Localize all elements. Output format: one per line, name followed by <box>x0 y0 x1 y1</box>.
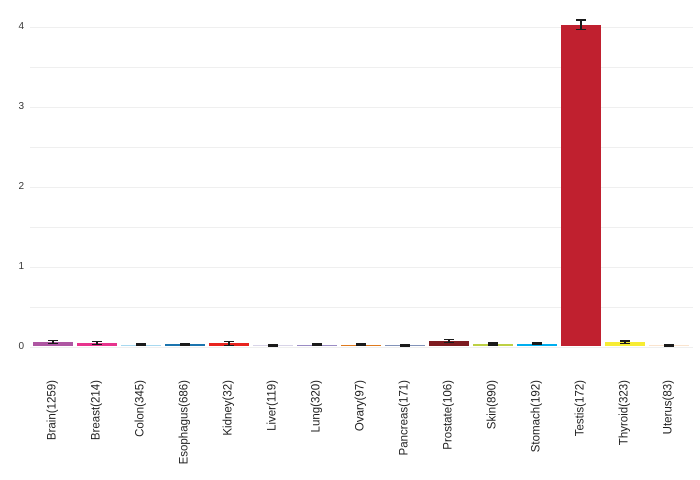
error-bar-cap-top <box>48 339 58 342</box>
gridline <box>30 346 693 348</box>
error-bar-cap-top <box>356 342 366 345</box>
error-bar-whisker <box>624 340 626 344</box>
error-bar-whisker <box>52 340 54 344</box>
error-bar-cap-bottom <box>664 345 674 347</box>
x-tick-label-testis: Testis(172) <box>574 380 587 437</box>
gridline <box>30 66 693 68</box>
x-tick-label-stomach: Stomach(192) <box>530 380 543 453</box>
error-bar-cap-top <box>620 340 630 342</box>
error-bar-cap-bottom <box>356 344 366 347</box>
gridline <box>30 186 693 188</box>
error-bar-cap-top <box>444 338 454 341</box>
x-tick-label-liver: Liver(119) <box>266 380 279 431</box>
error-bar-whisker <box>360 343 362 346</box>
y-tick-label: 0 <box>18 340 24 352</box>
x-tick-label-colon: Colon(345) <box>134 380 147 437</box>
error-bar-cap-top <box>488 342 498 344</box>
y-tick-label: 4 <box>18 20 24 32</box>
bar-testis <box>561 24 601 347</box>
gridline <box>30 26 693 28</box>
error-bar-whisker <box>228 341 230 346</box>
error-bar-cap-top <box>532 341 542 344</box>
error-bar-cap-bottom <box>488 344 498 346</box>
error-bar-cap-bottom <box>48 342 58 345</box>
error-bar-cap-top <box>312 343 322 345</box>
gridline <box>30 226 693 228</box>
error-bar-whisker <box>492 343 494 346</box>
bar-prostate <box>429 340 469 347</box>
error-bar-cap-bottom <box>400 345 410 347</box>
error-bar-cap-bottom <box>224 344 234 347</box>
error-bar-cap-top <box>224 340 234 343</box>
error-bar-cap-bottom <box>136 344 146 347</box>
x-tick-label-uterus: Uterus(83) <box>662 380 675 435</box>
error-bar-whisker <box>96 341 98 345</box>
error-bar-cap-bottom <box>268 345 278 347</box>
error-bar-cap-top <box>400 343 410 346</box>
error-bar-cap-bottom <box>576 28 586 31</box>
x-tick-label-kidney: Kidney(32) <box>222 380 235 436</box>
x-tick-label-brain: Brain(1259) <box>46 380 59 441</box>
bar-thyroid <box>605 342 645 347</box>
x-tick-label-pancreas: Pancreas(171) <box>398 380 411 456</box>
error-bar-cap-top <box>664 343 674 346</box>
error-bar-cap-top <box>268 343 278 346</box>
error-bar-cap-bottom <box>620 342 630 345</box>
error-bar-whisker <box>668 344 670 346</box>
x-tick-label-ovary: Ovary(97) <box>354 380 367 432</box>
x-tick-label-thyroid: Thyroid(323) <box>618 380 631 446</box>
x-tick-label-lung: Lung(320) <box>310 380 323 433</box>
gridline <box>30 106 693 108</box>
y-tick-label: 1 <box>18 260 24 272</box>
gridline <box>30 266 693 268</box>
x-tick-label-skin: Skin(890) <box>486 380 499 430</box>
gridline <box>30 146 693 148</box>
error-bar-cap-bottom <box>444 341 454 344</box>
error-bar-whisker <box>536 342 538 345</box>
error-bar-cap-top <box>180 342 190 345</box>
x-tick-label-esophagus: Esophagus(686) <box>178 380 191 465</box>
error-bar-cap-top <box>576 19 586 21</box>
y-tick-label: 3 <box>18 100 24 112</box>
error-bar-cap-bottom <box>180 344 190 346</box>
x-tick-label-prostate: Prostate(106) <box>442 380 455 450</box>
error-bar-whisker <box>448 339 450 343</box>
x-tick-label-breast: Breast(214) <box>90 380 103 441</box>
error-bar-cap-top <box>92 340 102 343</box>
error-bar-cap-bottom <box>92 343 102 346</box>
error-bar-cap-bottom <box>532 343 542 346</box>
y-tick-label: 2 <box>18 180 24 192</box>
error-bar-cap-bottom <box>312 344 322 347</box>
gridline <box>30 306 693 308</box>
error-bar-cap-top <box>136 343 146 346</box>
error-bar-whisker <box>580 20 582 30</box>
